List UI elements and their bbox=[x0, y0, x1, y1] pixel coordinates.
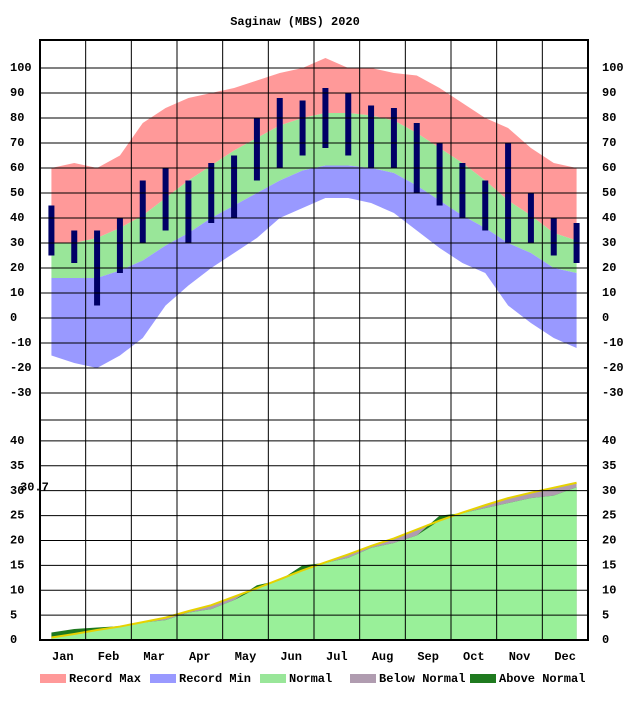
y-tick-label: 70 bbox=[10, 136, 24, 150]
y-tick-label: 5 bbox=[10, 608, 17, 622]
y-tick-label: 15 bbox=[10, 559, 24, 573]
y-tick-label-right: -10 bbox=[602, 336, 624, 350]
x-tick-label: Mar bbox=[143, 650, 165, 664]
legend-label: Normal bbox=[289, 672, 332, 686]
y-tick-label-right: 50 bbox=[602, 186, 616, 200]
x-tick-label: May bbox=[235, 650, 257, 664]
y-tick-label: 10 bbox=[10, 286, 24, 300]
y-tick-label: -30 bbox=[10, 386, 32, 400]
record-min-area bbox=[51, 165, 577, 368]
y-tick-label-right: 20 bbox=[602, 261, 616, 275]
y-tick-label-right: 100 bbox=[602, 61, 624, 75]
y-tick-label: 10 bbox=[10, 583, 24, 597]
y-tick-label-right: 25 bbox=[602, 509, 616, 523]
y-tick-label: 50 bbox=[10, 186, 24, 200]
legend-label: Record Max bbox=[69, 672, 141, 686]
y-tick-label: 25 bbox=[10, 509, 24, 523]
x-tick-label: Jan bbox=[52, 650, 74, 664]
y-tick-label-right: 40 bbox=[602, 434, 616, 448]
legend-swatch bbox=[470, 674, 496, 683]
chart-title: Saginaw (MBS) 2020 bbox=[230, 15, 360, 29]
y-tick-label: 40 bbox=[10, 434, 24, 448]
legend-label: Record Min bbox=[179, 672, 251, 686]
y-tick-label: 30 bbox=[10, 236, 24, 250]
y-tick-label: -20 bbox=[10, 361, 32, 375]
x-tick-label: Apr bbox=[189, 650, 211, 664]
precip-fill bbox=[51, 487, 577, 640]
legend-label: Above Normal bbox=[499, 672, 585, 686]
y-tick-label-right: 30 bbox=[602, 236, 616, 250]
x-tick-label: Sep bbox=[417, 650, 439, 664]
x-tick-label: Dec bbox=[554, 650, 576, 664]
y-tick-label-right: 80 bbox=[602, 111, 616, 125]
legend-swatch bbox=[260, 674, 286, 683]
x-tick-label: Jun bbox=[280, 650, 302, 664]
y-tick-label-right: 5 bbox=[602, 608, 609, 622]
legend-swatch bbox=[350, 674, 376, 683]
y-tick-label-right: 90 bbox=[602, 86, 616, 100]
y-tick-label-right: 10 bbox=[602, 286, 616, 300]
x-tick-label: Aug bbox=[372, 650, 394, 664]
x-tick-label: Oct bbox=[463, 650, 485, 664]
y-tick-label-right: -20 bbox=[602, 361, 624, 375]
y-tick-label: 0 bbox=[10, 311, 17, 325]
y-tick-label: 30 bbox=[10, 484, 24, 498]
y-tick-label-right: 10 bbox=[602, 583, 616, 597]
legend-label: Below Normal bbox=[379, 672, 465, 686]
y-tick-label-right: 0 bbox=[602, 311, 609, 325]
y-tick-label-right: 35 bbox=[602, 459, 616, 473]
y-tick-label: 0 bbox=[10, 633, 17, 647]
y-tick-label-right: 40 bbox=[602, 211, 616, 225]
y-tick-label-right: 0 bbox=[602, 633, 609, 647]
y-tick-label: -10 bbox=[10, 336, 32, 350]
legend-swatch bbox=[150, 674, 176, 683]
y-tick-label-right: 70 bbox=[602, 136, 616, 150]
y-tick-label-right: 30 bbox=[602, 484, 616, 498]
y-tick-label: 60 bbox=[10, 161, 24, 175]
record-max-area bbox=[51, 58, 577, 243]
y-tick-label: 100 bbox=[10, 61, 32, 75]
x-tick-label: Nov bbox=[509, 650, 531, 664]
x-tick-label: Feb bbox=[98, 650, 120, 664]
legend-swatch bbox=[40, 674, 66, 683]
y-tick-label-right: 20 bbox=[602, 534, 616, 548]
normal-area bbox=[51, 113, 577, 278]
frame bbox=[39, 39, 589, 641]
y-tick-label: 40 bbox=[10, 211, 24, 225]
y-tick-label: 20 bbox=[10, 261, 24, 275]
y-tick-label-right: 60 bbox=[602, 161, 616, 175]
y-tick-label: 35 bbox=[10, 459, 24, 473]
y-tick-label-right: 15 bbox=[602, 559, 616, 573]
y-tick-label: 20 bbox=[10, 534, 24, 548]
y-tick-label: 90 bbox=[10, 86, 24, 100]
y-tick-label: 80 bbox=[10, 111, 24, 125]
x-tick-label: Jul bbox=[326, 650, 348, 664]
y-tick-label-right: -30 bbox=[602, 386, 624, 400]
